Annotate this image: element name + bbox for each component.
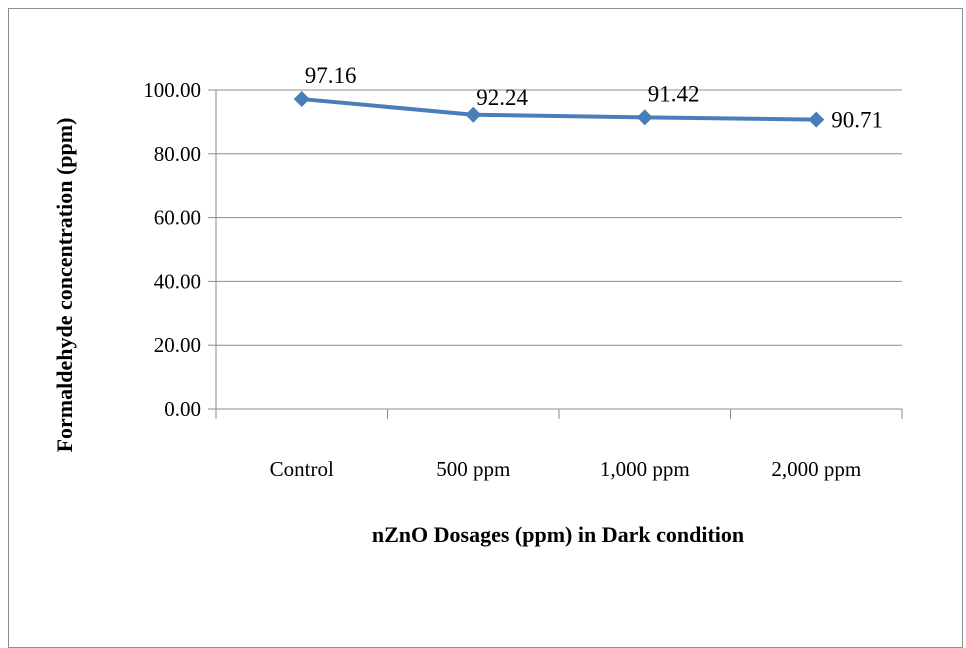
- y-tick-label: 20.00: [154, 333, 201, 357]
- gridlines: [216, 89, 902, 346]
- data-label: 97.16: [305, 63, 357, 88]
- x-tick-label: 500 ppm: [436, 457, 510, 481]
- x-tick-label: 1,000 ppm: [600, 457, 690, 481]
- y-tick-labels: 0.00 20.00 40.00 60.00 80.00 100.00: [143, 78, 201, 421]
- line-chart: 0.00 20.00 40.00 60.00 80.00 100.00 Control 50…: [52, 63, 903, 547]
- y-tick-label: 0.00: [164, 397, 201, 421]
- x-axis-title: nZnO Dosages (ppm) in Dark condition: [372, 522, 744, 547]
- y-tick-label: 80.00: [154, 142, 201, 166]
- series-line: [301, 97, 817, 122]
- data-label: 92.24: [476, 85, 528, 110]
- y-axis-title: Formaldehyde concentration (ppm): [52, 118, 77, 453]
- y-tick-label: 100.00: [143, 78, 201, 102]
- data-point-marker: [808, 111, 825, 128]
- x-tick-label: 2,000 ppm: [771, 457, 861, 481]
- x-tick-labels: Control 500 ppm 1,000 ppm 2,000 ppm: [270, 457, 862, 481]
- data-point-marker: [465, 106, 482, 123]
- data-label: 90.71: [831, 108, 883, 133]
- data-point-marker: [293, 91, 310, 108]
- x-tick-label: Control: [270, 457, 334, 481]
- data-label: 91.42: [648, 81, 700, 106]
- data-labels: 97.16 92.24 91.42 90.71: [305, 63, 883, 133]
- y-tick-label: 40.00: [154, 269, 201, 293]
- data-point-marker: [636, 109, 653, 126]
- axes: [208, 89, 903, 419]
- series-group: [293, 91, 825, 128]
- y-tick-label: 60.00: [154, 206, 201, 230]
